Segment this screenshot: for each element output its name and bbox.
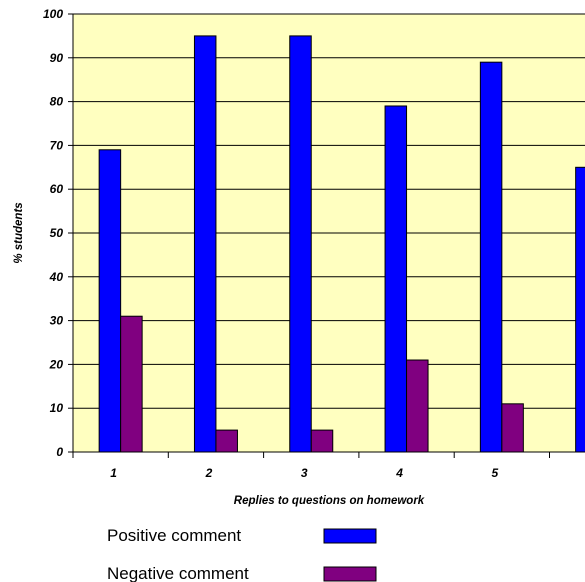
bar-negative-3 xyxy=(310,429,334,453)
y-axis-title: % students xyxy=(13,202,25,263)
y-tick-label: 70 xyxy=(50,138,64,152)
legend-label: Positive comment xyxy=(107,526,241,545)
legend: Positive comment Negative comment xyxy=(107,526,377,582)
bar-positive-2 xyxy=(193,35,217,453)
x-tick-label: 5 xyxy=(492,466,499,480)
y-tick-label: 0 xyxy=(56,445,63,459)
bar-positive-4 xyxy=(384,105,408,453)
bar-positive-3 xyxy=(289,35,312,453)
y-tick-label: 100 xyxy=(43,7,63,21)
x-axis-title: Replies to questions on homework xyxy=(234,495,425,507)
bar-positive-5 xyxy=(479,61,503,453)
y-tick-label: 90 xyxy=(50,51,64,65)
y-tick-label: 10 xyxy=(50,401,64,415)
x-tick-label: 1 xyxy=(110,466,117,480)
bar-negative-2 xyxy=(215,429,238,453)
bar-negative-4 xyxy=(406,359,429,453)
y-tick-label: 60 xyxy=(50,182,64,196)
x-tick-label: 2 xyxy=(205,466,213,480)
y-tick-label: 80 xyxy=(50,95,64,109)
bar-positive-1 xyxy=(98,149,122,453)
x-tick-label: 4 xyxy=(395,466,403,480)
x-tick-labels: 1234567 xyxy=(110,466,499,480)
legend-swatch xyxy=(323,566,377,582)
y-tick-label: 20 xyxy=(49,357,64,371)
y-tick-label: 40 xyxy=(49,270,64,284)
bar-negative-1 xyxy=(120,315,143,453)
legend-label: Negative comment xyxy=(107,564,249,582)
y-tick-label: 30 xyxy=(50,314,64,328)
bars xyxy=(98,35,585,453)
bar-negative-5 xyxy=(501,403,524,453)
y-tick-label: 50 xyxy=(50,226,64,240)
x-tick-label: 3 xyxy=(301,466,308,480)
axes xyxy=(72,14,585,458)
bar-positive-6 xyxy=(575,166,585,453)
legend-swatch xyxy=(323,528,377,544)
y-tick-labels: 0 10 20 30 40 50 60 70 80 90 100 xyxy=(43,7,63,459)
